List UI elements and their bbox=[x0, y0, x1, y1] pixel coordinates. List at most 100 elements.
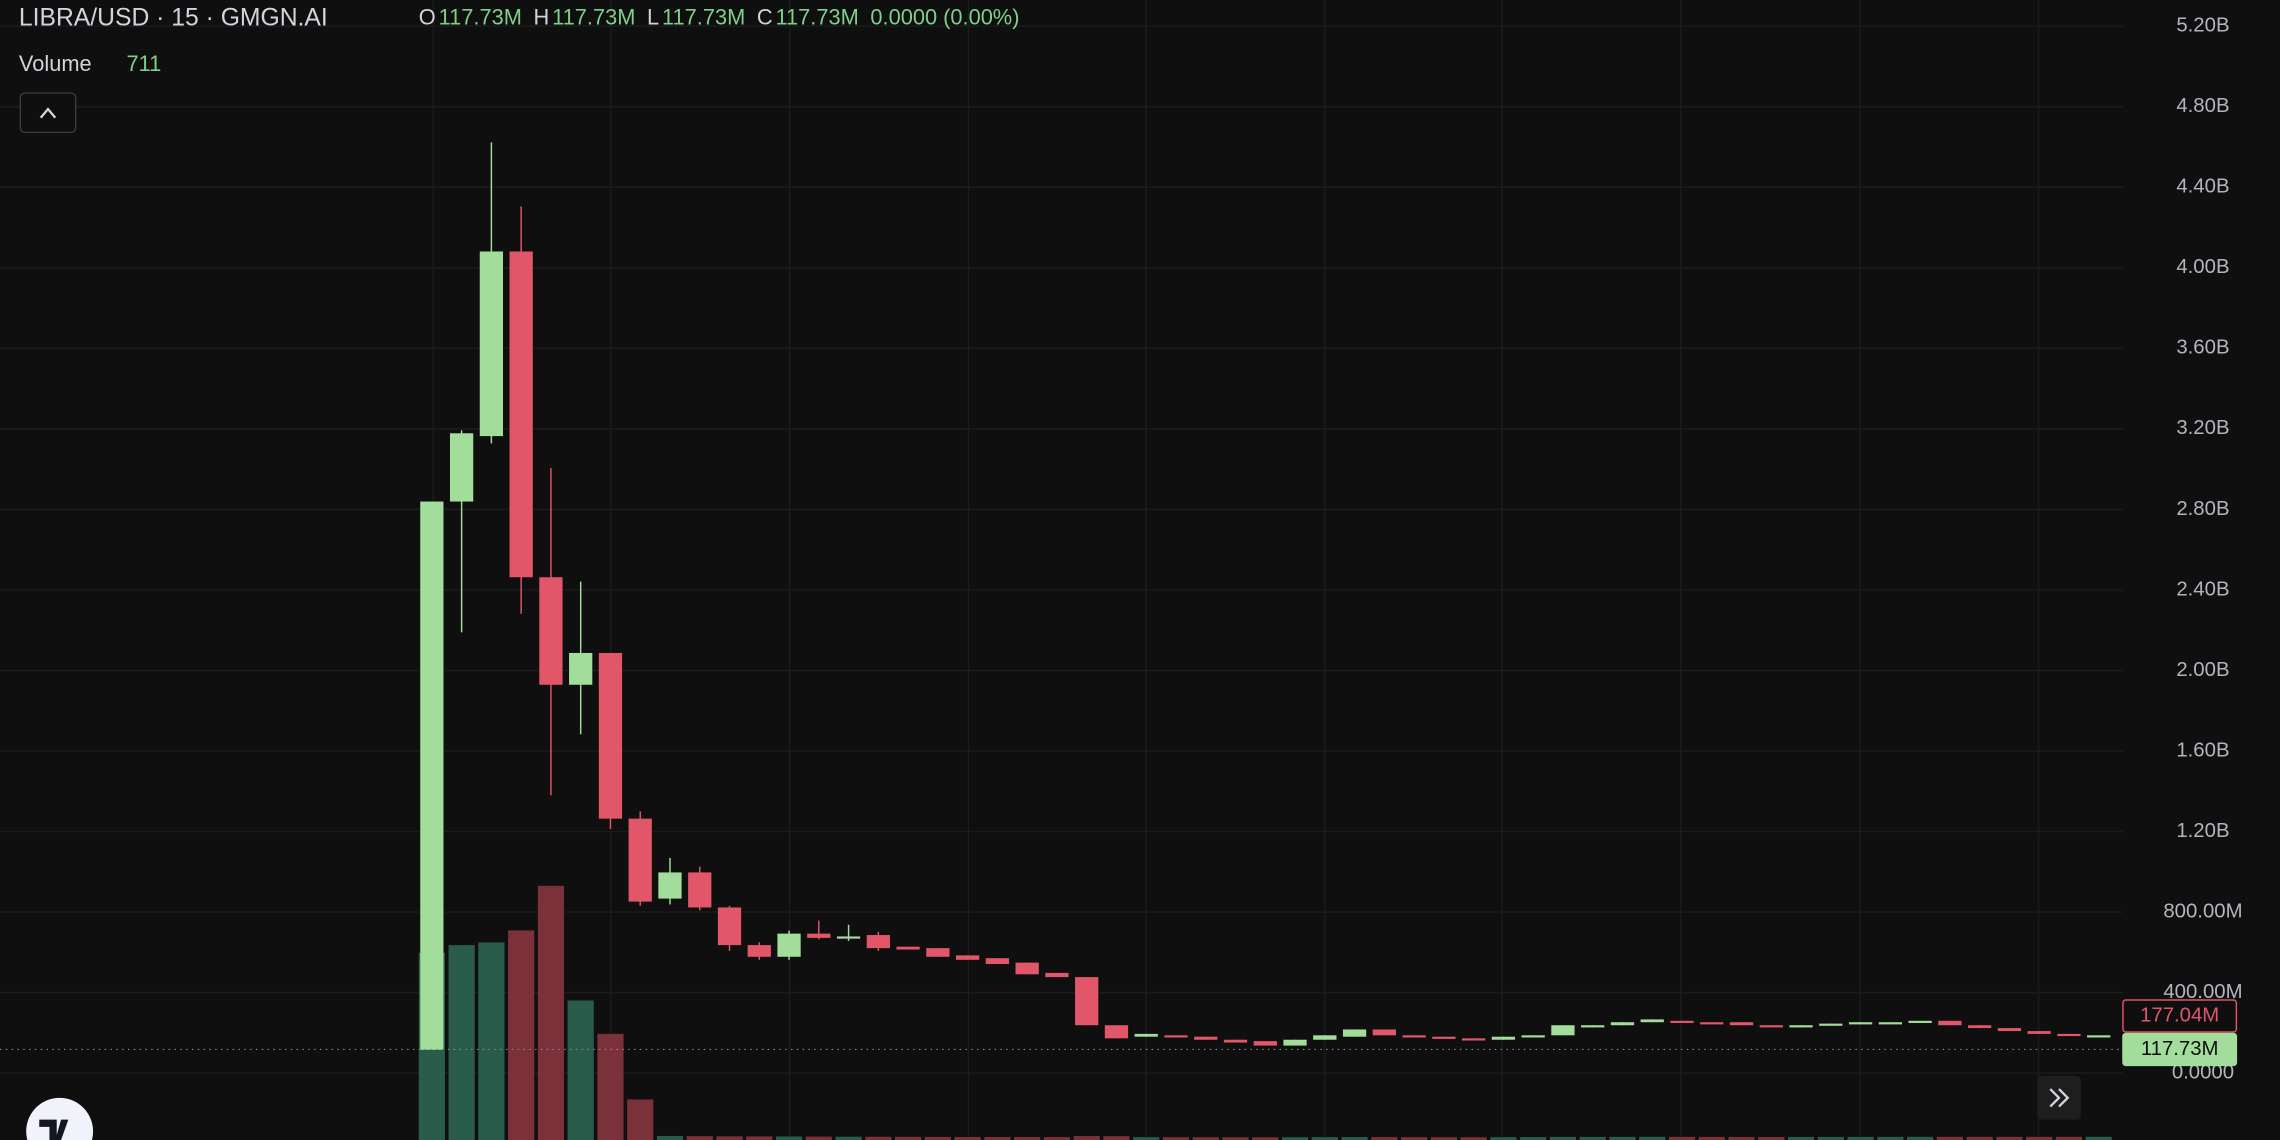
candle-body bbox=[1104, 1025, 1129, 1039]
logo-mark bbox=[39, 1119, 69, 1140]
candle-body bbox=[1253, 1041, 1277, 1046]
y-tick-label: 5.20B bbox=[2176, 15, 2229, 37]
legend-value: 117.73M bbox=[776, 5, 859, 30]
candle-body bbox=[1670, 1020, 1694, 1023]
volume-bar bbox=[1817, 1136, 1844, 1140]
candle-body bbox=[1432, 1036, 1456, 1039]
candle-body bbox=[2087, 1035, 2111, 1038]
candle-body bbox=[1759, 1025, 1783, 1028]
candle-body bbox=[1581, 1025, 1605, 1028]
candle-body bbox=[420, 501, 444, 1050]
logo-circle[interactable] bbox=[26, 1097, 94, 1140]
candle-body bbox=[628, 818, 652, 902]
candle-body bbox=[1372, 1029, 1396, 1036]
candle-body bbox=[1075, 977, 1099, 1026]
volume-bar bbox=[1073, 1136, 1100, 1140]
volume-bar bbox=[1549, 1136, 1577, 1140]
time-grid bbox=[432, 0, 2040, 1140]
volume-bar bbox=[656, 1135, 684, 1140]
price-label: 117.73M bbox=[2141, 1038, 2219, 1060]
price-label: 177.04M bbox=[2140, 1004, 2219, 1026]
candle-body bbox=[1164, 1035, 1188, 1038]
candle-body bbox=[1134, 1033, 1158, 1037]
volume-bar bbox=[1371, 1137, 1398, 1140]
volume-bar bbox=[984, 1137, 1011, 1140]
y-tick-label: 1.60B bbox=[2176, 739, 2229, 761]
collapse-icon bbox=[39, 107, 57, 119]
y-tick-label: 400.00M bbox=[2163, 981, 2242, 1003]
volume-bar bbox=[1162, 1137, 1190, 1140]
collapse-button[interactable] bbox=[19, 92, 77, 134]
volume-bar bbox=[1311, 1137, 1338, 1140]
candle-body bbox=[717, 907, 742, 946]
volume-bar bbox=[1281, 1137, 1309, 1140]
candle-body bbox=[598, 652, 623, 819]
y-tick-label: 4.80B bbox=[2176, 95, 2229, 117]
volume-bar bbox=[1490, 1137, 1517, 1140]
candle-body bbox=[1640, 1019, 1664, 1023]
candle-body bbox=[1283, 1039, 1307, 1046]
tradingview-logo[interactable] bbox=[26, 1097, 94, 1140]
candle-body bbox=[1848, 1022, 1873, 1025]
volume-bar bbox=[1758, 1137, 1785, 1140]
volume-bar bbox=[1520, 1137, 1547, 1140]
volume-bar bbox=[865, 1136, 892, 1140]
y-tick-label: 800.00M bbox=[2163, 900, 2242, 922]
chart-title: LIBRA/USD · 15 · GMGN.AI bbox=[19, 4, 328, 31]
candle-body bbox=[956, 955, 980, 960]
candle-body bbox=[1610, 1022, 1635, 1026]
volume-bar bbox=[805, 1136, 832, 1140]
volume-bar bbox=[1460, 1137, 1487, 1140]
price-label-box bbox=[2122, 1032, 2238, 1067]
legend-change: 0.0000 (0.00%) bbox=[870, 5, 1019, 30]
y-tick-label: 4.00B bbox=[2176, 256, 2229, 278]
legend-key: H bbox=[534, 5, 550, 30]
candle-body bbox=[688, 872, 712, 908]
candle-body bbox=[658, 872, 682, 899]
volume-bar bbox=[448, 945, 475, 1140]
y-tick-label: 2.80B bbox=[2176, 498, 2229, 520]
candle-body bbox=[926, 948, 950, 957]
volume-bar bbox=[537, 885, 565, 1140]
y-tick-label: 2.40B bbox=[2176, 578, 2229, 600]
volume-bar bbox=[1401, 1137, 1428, 1140]
volume-bar bbox=[1996, 1136, 2023, 1140]
volume-bar bbox=[627, 1099, 654, 1140]
volume-bar bbox=[2055, 1136, 2083, 1140]
volume-title: Volume bbox=[19, 51, 92, 76]
candle-body bbox=[1700, 1022, 1724, 1025]
volume-bar bbox=[1698, 1136, 1725, 1140]
candle-body bbox=[866, 935, 890, 949]
scroll-right-button[interactable] bbox=[2037, 1076, 2081, 1120]
candle-body bbox=[1491, 1036, 1516, 1040]
legend-key: O bbox=[419, 5, 436, 30]
volume-bar bbox=[508, 930, 535, 1140]
candle-body bbox=[1878, 1022, 1902, 1025]
volume-bar bbox=[1728, 1136, 1755, 1140]
candle-body bbox=[479, 251, 504, 437]
volume-bar bbox=[1252, 1137, 1279, 1140]
y-tick-label: 4.40B bbox=[2176, 176, 2229, 198]
candle-body bbox=[509, 251, 533, 578]
volume-bar bbox=[1579, 1136, 1606, 1140]
candle-body bbox=[1789, 1025, 1813, 1028]
legend-value: 117.73M bbox=[439, 5, 522, 30]
candle-body bbox=[1223, 1039, 1248, 1043]
candle-body bbox=[1045, 972, 1069, 978]
candle-body bbox=[2057, 1033, 2081, 1037]
volume-bar bbox=[1877, 1136, 1904, 1140]
y-tick-label: 1.20B bbox=[2176, 820, 2229, 842]
volume-bar bbox=[597, 1033, 624, 1140]
candle-body bbox=[1908, 1020, 1932, 1023]
volume-bar bbox=[746, 1136, 773, 1140]
volume-bar bbox=[1787, 1136, 1815, 1140]
candle-body bbox=[1313, 1035, 1337, 1040]
volume-bar bbox=[567, 1000, 594, 1140]
candle-body bbox=[1938, 1020, 1962, 1026]
candle-body bbox=[896, 946, 920, 950]
candle-body bbox=[1342, 1029, 1367, 1037]
candle-body bbox=[1551, 1025, 1575, 1036]
collapse-button-box[interactable] bbox=[19, 92, 77, 134]
volume-bar bbox=[2085, 1136, 2112, 1140]
